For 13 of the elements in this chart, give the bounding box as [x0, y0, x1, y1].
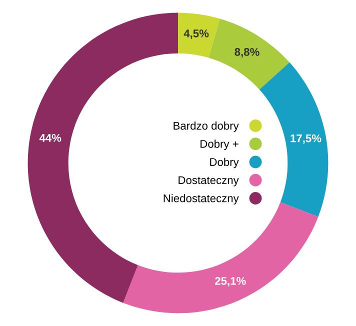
- data-label: 44%: [39, 134, 62, 142]
- donut-slice: [178, 12, 220, 58]
- legend-label: Dobry +: [200, 140, 238, 150]
- legend-label: Bardzo dobry: [174, 122, 239, 132]
- data-label: 4,5%: [184, 30, 209, 39]
- legend-label: Dobry: [210, 158, 239, 168]
- legend-label: Dostateczny: [178, 176, 239, 186]
- data-label: 25,1%: [215, 277, 246, 286]
- data-label: 8,8%: [234, 48, 260, 58]
- legend-label: Niedostateczny: [164, 194, 239, 204]
- data-label: 17,5%: [290, 134, 322, 144]
- donut-slice: [259, 62, 328, 217]
- donut-slice: [208, 18, 290, 90]
